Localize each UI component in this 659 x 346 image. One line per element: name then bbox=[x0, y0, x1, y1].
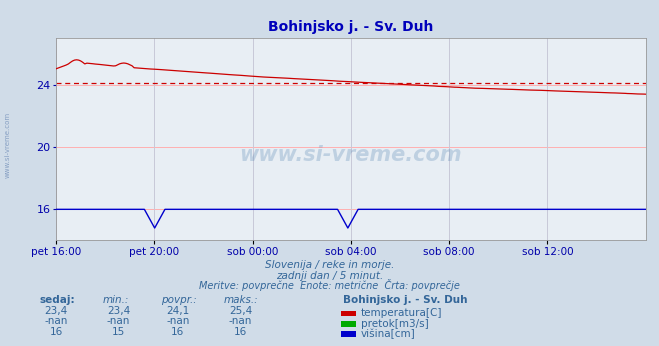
Text: 16: 16 bbox=[234, 327, 247, 337]
Text: -nan: -nan bbox=[229, 316, 252, 326]
Text: min.:: min.: bbox=[102, 295, 129, 305]
Text: Slovenija / reke in morje.: Slovenija / reke in morje. bbox=[265, 260, 394, 270]
Text: 23,4: 23,4 bbox=[107, 306, 130, 316]
Text: -nan: -nan bbox=[44, 316, 68, 326]
Text: povpr.:: povpr.: bbox=[161, 295, 197, 305]
Text: 23,4: 23,4 bbox=[44, 306, 68, 316]
Text: Bohinjsko j. - Sv. Duh: Bohinjsko j. - Sv. Duh bbox=[343, 295, 467, 305]
Text: pretok[m3/s]: pretok[m3/s] bbox=[361, 319, 429, 329]
Text: www.si-vreme.com: www.si-vreme.com bbox=[5, 112, 11, 179]
Text: višina[cm]: višina[cm] bbox=[361, 329, 416, 339]
Text: -nan: -nan bbox=[166, 316, 190, 326]
Text: 24,1: 24,1 bbox=[166, 306, 190, 316]
Text: 16: 16 bbox=[171, 327, 185, 337]
Title: Bohinjsko j. - Sv. Duh: Bohinjsko j. - Sv. Duh bbox=[268, 20, 434, 34]
Text: 25,4: 25,4 bbox=[229, 306, 252, 316]
Text: temperatura[C]: temperatura[C] bbox=[361, 309, 443, 318]
Text: maks.:: maks.: bbox=[224, 295, 259, 305]
Text: www.si-vreme.com: www.si-vreme.com bbox=[240, 145, 462, 165]
Text: sedaj:: sedaj: bbox=[40, 295, 75, 305]
Text: 15: 15 bbox=[112, 327, 125, 337]
Text: Meritve: povprečne  Enote: metrične  Črta: povprečje: Meritve: povprečne Enote: metrične Črta:… bbox=[199, 279, 460, 291]
Text: zadnji dan / 5 minut.: zadnji dan / 5 minut. bbox=[276, 271, 383, 281]
Text: 16: 16 bbox=[49, 327, 63, 337]
Text: -nan: -nan bbox=[107, 316, 130, 326]
